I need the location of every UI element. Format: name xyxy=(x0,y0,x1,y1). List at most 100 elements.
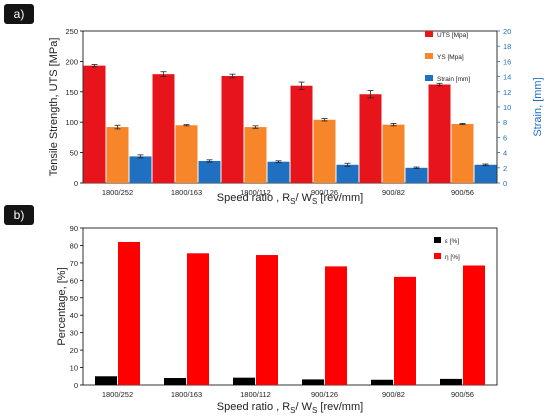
y2-axis-title: Strain, [mm] xyxy=(532,77,544,136)
bar-uts xyxy=(290,85,313,183)
legend-swatch xyxy=(434,237,441,243)
y-tick-label: 50 xyxy=(70,149,78,158)
bar-eta xyxy=(187,253,209,385)
y2-tick-label: 6 xyxy=(503,133,507,142)
bar-ys xyxy=(382,124,405,183)
y2-tick-label: 16 xyxy=(503,57,511,66)
x-tick-label: 1800/252 xyxy=(102,390,133,399)
bar-eta xyxy=(256,255,278,385)
x-axis-title-part: [rev/mm] xyxy=(317,401,363,413)
bar-strain xyxy=(405,167,428,183)
bar-strain xyxy=(129,156,152,183)
bar-ys xyxy=(106,127,129,183)
x-axis-title: Speed ratio , RS/ WS [rev/mm] xyxy=(217,401,363,415)
y-tick-label: 250 xyxy=(65,27,78,36)
y-tick-label: 30 xyxy=(70,329,78,338)
bar-epsilon xyxy=(233,377,255,385)
y-tick-label: 60 xyxy=(70,276,78,285)
legend-label: Strain [mm] xyxy=(437,76,470,83)
legend-swatch xyxy=(425,75,433,81)
y-tick-label: 20 xyxy=(70,346,78,355)
y2-tick-label: 0 xyxy=(503,179,507,188)
bar-ys xyxy=(244,127,267,183)
bar-eta xyxy=(118,241,140,385)
bar-strain xyxy=(336,164,359,183)
legend-swatch xyxy=(425,53,433,59)
x-tick-label: 1800/252 xyxy=(102,188,133,197)
x-axis-title-part: [rev/mm] xyxy=(317,192,363,204)
y2-tick-label: 8 xyxy=(503,118,507,127)
bar-eta xyxy=(394,276,416,385)
bar-uts xyxy=(152,74,175,183)
chart-a: 0 50 100 150 200 250 0 2 4 6 8 10 12 14 16 18 20 1800/252… xyxy=(48,27,544,205)
y-tick-label: 40 xyxy=(70,311,78,320)
x-axis-title-part: / W xyxy=(296,192,313,204)
x-tick-label: 900/82 xyxy=(382,188,405,197)
x-tick-label: 900/56 xyxy=(451,188,474,197)
bar-uts xyxy=(359,94,382,183)
x-axis-title-part: Speed ratio , R xyxy=(217,401,290,413)
y-tick-label: 50 xyxy=(70,294,78,303)
x-axis-title: Speed ratio , RS/ WS [rev/mm] xyxy=(217,192,363,205)
y-tick-label: 200 xyxy=(65,57,78,66)
y-tick-label: 150 xyxy=(65,88,78,97)
bar-epsilon xyxy=(302,379,324,385)
y-axis-title: Percentage, [%] xyxy=(56,267,68,345)
bar-uts xyxy=(83,65,106,183)
legend-label: UTS [Mpa] xyxy=(437,32,468,39)
bar-epsilon xyxy=(440,378,462,385)
y2-tick-label: 10 xyxy=(503,103,511,112)
legend-label: YS [Mpa] xyxy=(437,54,464,61)
y2-tick-label: 4 xyxy=(503,149,507,158)
bar-uts xyxy=(428,84,451,183)
x-tick-label: 1800/112 xyxy=(240,188,271,197)
y-tick-label: 90 xyxy=(70,224,78,233)
x-axis-title-part: / W xyxy=(296,401,313,413)
y2-tick-label: 14 xyxy=(503,73,511,82)
bar-eta xyxy=(463,265,485,385)
x-tick-label: 1800/163 xyxy=(171,188,202,197)
x-axis-title-part: S xyxy=(290,197,295,205)
legend-swatch xyxy=(425,31,433,37)
y-tick-label: 70 xyxy=(70,259,78,268)
x-tick-label: 1800/112 xyxy=(240,390,271,399)
bar-uts xyxy=(221,75,244,183)
x-tick-label: 900/82 xyxy=(382,390,405,399)
legend-swatch xyxy=(434,253,441,259)
bar-strain xyxy=(267,161,290,183)
y-tick-label: 0 xyxy=(74,381,78,390)
y2-tick-label: 18 xyxy=(503,42,511,51)
x-tick-label: 900/56 xyxy=(451,390,474,399)
x-tick-label: 900/126 xyxy=(311,390,338,399)
y-tick-label: 80 xyxy=(70,241,78,250)
y2-tick-label: 12 xyxy=(503,88,511,97)
panel-b-tag: b) xyxy=(4,205,34,225)
plot-frame xyxy=(82,227,498,386)
x-axis-title-part: Speed ratio , R xyxy=(217,192,290,204)
y2-tick-label: 20 xyxy=(503,27,511,36)
panel-a-tag: a) xyxy=(4,4,34,24)
x-tick-label: 900/126 xyxy=(311,188,338,197)
bar-strain xyxy=(474,164,497,183)
y-axis-title: Tensile Strength, UTS [MPa] xyxy=(48,38,60,177)
x-axis-title-part: S xyxy=(312,197,317,205)
legend-label: ε [%] xyxy=(445,238,459,245)
y-tick-label: 0 xyxy=(74,179,78,188)
bar-eta xyxy=(325,266,347,385)
y2-tick-label: 2 xyxy=(503,164,507,173)
x-axis-title-part: S xyxy=(290,406,295,415)
bar-epsilon xyxy=(95,376,117,385)
y-tick-label: 10 xyxy=(70,364,78,373)
bar-ys xyxy=(451,124,474,183)
x-tick-label: 1800/163 xyxy=(171,390,202,399)
legend-label: η [%] xyxy=(445,254,460,261)
bar-ys xyxy=(175,125,198,183)
bar-epsilon xyxy=(164,378,186,385)
y-tick-label: 100 xyxy=(65,118,78,127)
bar-strain xyxy=(198,160,221,183)
bar-epsilon xyxy=(371,379,393,385)
bar-ys xyxy=(313,119,336,183)
x-axis-title-part: S xyxy=(312,406,317,415)
